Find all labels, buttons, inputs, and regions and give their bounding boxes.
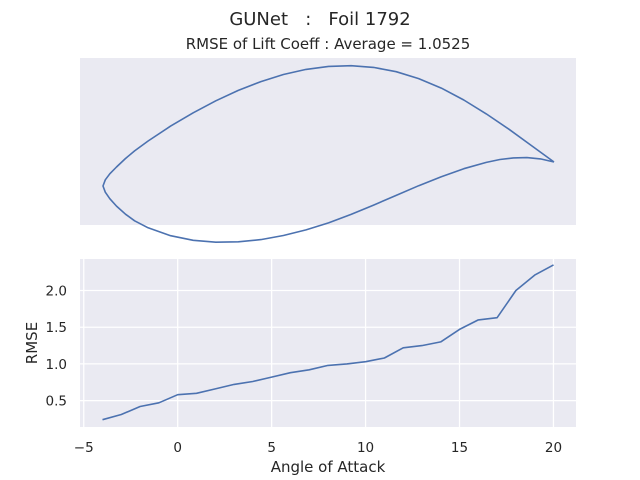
y-tick-label: 1.5	[46, 320, 67, 336]
x-tick-label: 0	[173, 440, 182, 456]
x-tick-label: 15	[451, 440, 468, 456]
airfoil-panel	[80, 58, 576, 243]
rmse-panel-background	[80, 259, 576, 427]
y-tick-label: 0.5	[46, 394, 67, 410]
x-axis-label: Angle of Attack	[271, 458, 386, 476]
airfoil-panel-background	[80, 58, 576, 225]
airfoil-outline	[102, 64, 555, 243]
y-tick-label: 2.0	[46, 284, 67, 300]
x-tick-label: 5	[267, 440, 276, 456]
figure-title: GUNet : Foil 1792	[229, 9, 410, 30]
x-tick-label: 10	[357, 440, 374, 456]
x-tick-label: −5	[74, 440, 94, 456]
x-tick-label: 20	[545, 440, 562, 456]
rmse-grid	[80, 259, 576, 427]
figure-subtitle: RMSE of Lift Coeff : Average = 1.0525	[186, 35, 471, 53]
rmse-panel: −5 0 5 10 15 20 0.5 1.0 1.5 2.0 Angle of Attack R…	[23, 259, 576, 476]
rmse-series-line	[102, 264, 554, 421]
rmse-tick-labels: −5 0 5 10 15 20 0.5 1.0 1.5 2.0	[46, 284, 563, 456]
y-axis-label: RMSE	[23, 322, 41, 364]
y-tick-label: 1.0	[46, 357, 67, 373]
